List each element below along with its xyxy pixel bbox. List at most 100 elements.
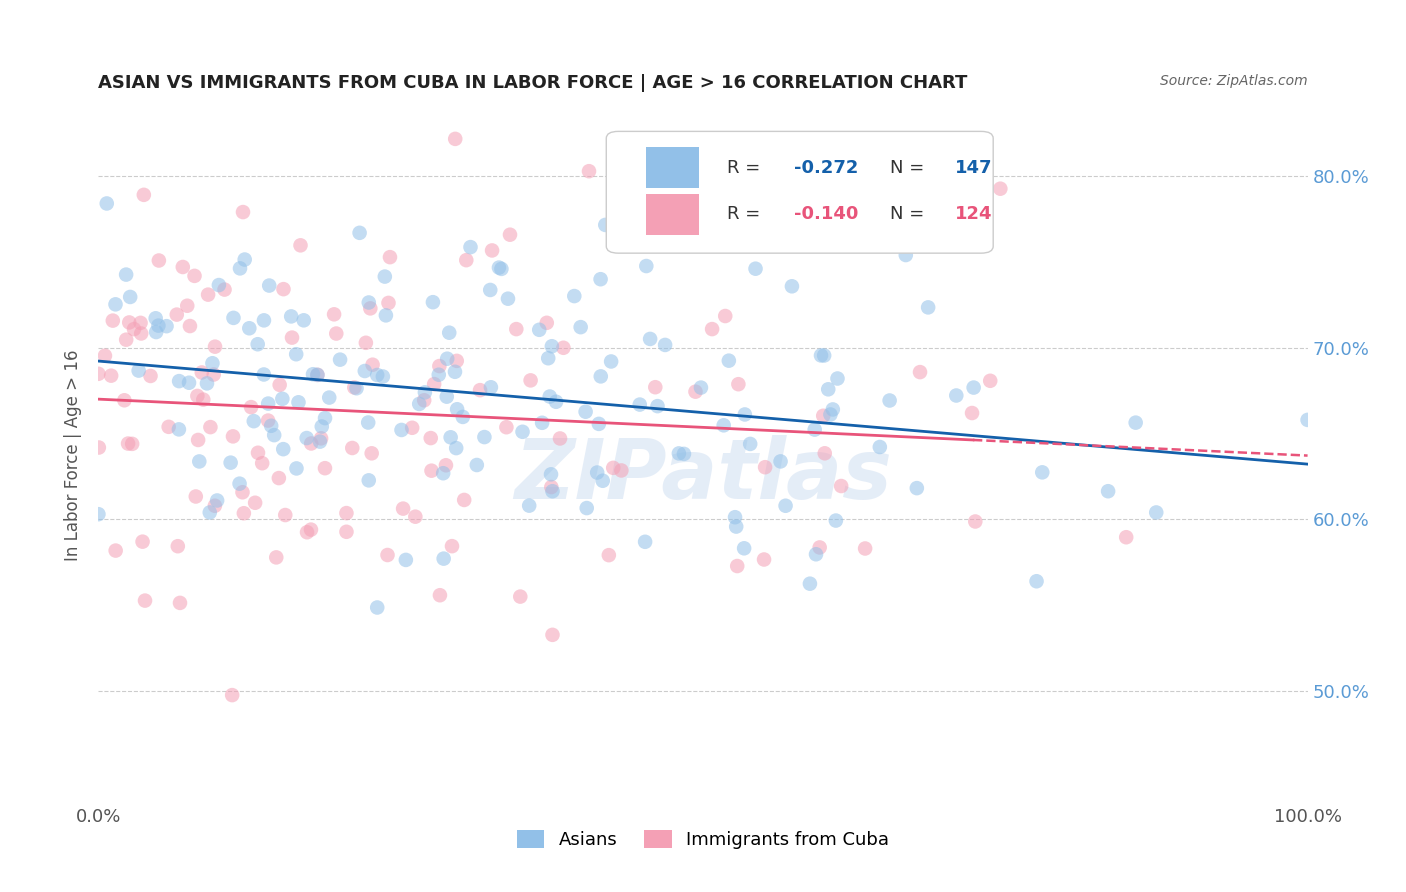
Point — [184, 490, 207, 504]
Point — [769, 454, 792, 468]
Point — [247, 446, 270, 460]
Legend: Asians, Immigrants from Cuba: Asians, Immigrants from Cuba — [510, 822, 896, 856]
Point — [169, 596, 191, 610]
Point — [96, 196, 118, 211]
Point — [100, 368, 122, 383]
Point — [221, 688, 243, 702]
Point — [727, 377, 749, 392]
Point — [115, 333, 138, 347]
Point — [479, 380, 502, 394]
Point — [488, 260, 510, 275]
Point — [311, 419, 333, 434]
Point — [439, 326, 461, 340]
Point — [287, 395, 309, 409]
Point — [404, 509, 426, 524]
Point — [112, 393, 135, 408]
Point — [118, 315, 141, 329]
Point — [468, 383, 491, 397]
Point — [285, 347, 308, 361]
Point — [139, 368, 162, 383]
Point — [725, 559, 748, 574]
Point — [1125, 416, 1147, 430]
Point — [222, 429, 245, 443]
Point — [517, 499, 540, 513]
Point — [499, 227, 522, 242]
Point — [531, 416, 554, 430]
Point — [253, 368, 276, 382]
Point — [208, 278, 231, 293]
Point — [647, 399, 669, 413]
Text: Source: ZipAtlas.com: Source: ZipAtlas.com — [1160, 74, 1308, 87]
Point — [299, 436, 322, 450]
Point — [479, 283, 502, 297]
Point — [436, 390, 458, 404]
Point — [456, 253, 478, 268]
Point — [145, 325, 167, 339]
Point — [752, 552, 775, 566]
Point — [104, 297, 127, 311]
Point — [644, 380, 666, 394]
Point — [349, 226, 371, 240]
Point — [446, 402, 468, 417]
Point — [361, 358, 384, 372]
Point — [257, 278, 280, 293]
Text: N =: N = — [890, 159, 931, 177]
Point — [222, 310, 245, 325]
Point — [202, 368, 225, 382]
Point — [804, 547, 827, 561]
Point — [444, 132, 467, 146]
Point — [541, 484, 564, 499]
Point — [548, 432, 571, 446]
Point — [724, 510, 747, 524]
Point — [243, 414, 266, 428]
Point — [186, 389, 208, 403]
Point — [589, 272, 612, 286]
Point — [87, 367, 110, 381]
Point — [512, 425, 534, 439]
Point — [240, 400, 263, 414]
Point — [575, 501, 598, 516]
Point — [377, 548, 399, 562]
Point — [357, 295, 380, 310]
Point — [198, 505, 221, 519]
Point — [166, 539, 188, 553]
Point — [145, 311, 167, 326]
Point — [264, 550, 287, 565]
Point — [257, 396, 280, 410]
Point — [578, 164, 600, 178]
Point — [299, 523, 322, 537]
Point — [446, 354, 468, 368]
Point — [586, 466, 609, 480]
Point — [191, 366, 214, 380]
Point — [429, 588, 451, 602]
Point — [314, 461, 336, 475]
Point — [434, 458, 457, 473]
Point — [460, 240, 482, 254]
Point — [392, 501, 415, 516]
Point — [509, 590, 531, 604]
Text: -0.272: -0.272 — [794, 159, 858, 177]
Point — [214, 283, 236, 297]
Point — [1031, 466, 1053, 480]
Point — [157, 420, 180, 434]
Point — [595, 218, 617, 232]
Point — [377, 296, 399, 310]
Point — [87, 507, 110, 521]
Point — [309, 434, 332, 449]
Point — [260, 418, 283, 433]
Point — [879, 393, 901, 408]
Point — [104, 543, 127, 558]
Point — [519, 373, 541, 387]
Point — [408, 397, 430, 411]
Point — [465, 458, 488, 472]
Point — [814, 446, 837, 460]
Point — [638, 332, 661, 346]
Point — [808, 541, 831, 555]
Point — [354, 335, 377, 350]
Point — [271, 442, 294, 457]
Point — [378, 250, 401, 264]
Point — [134, 593, 156, 607]
Point — [754, 460, 776, 475]
Point — [307, 368, 329, 382]
Point — [318, 391, 340, 405]
